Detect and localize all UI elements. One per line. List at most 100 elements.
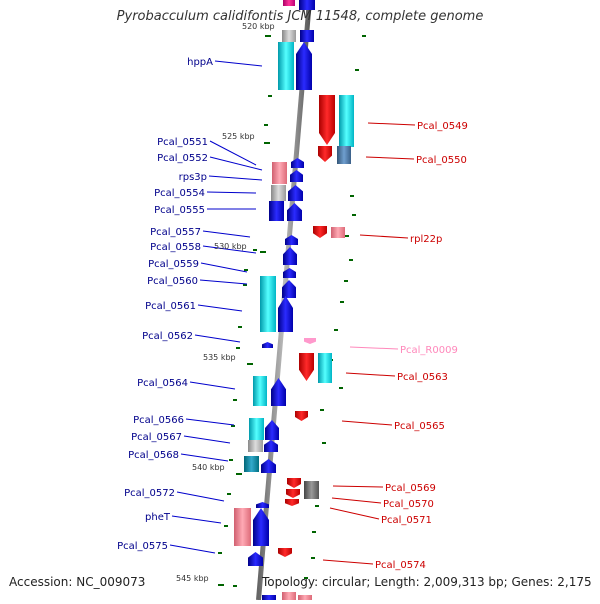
right-gene-label: Pcal_0574	[375, 560, 426, 571]
tick-dot	[236, 347, 240, 349]
pcal-0549-arrow	[319, 95, 335, 145]
tick-dot	[352, 214, 356, 216]
pcal-0563-arrow	[299, 353, 314, 381]
forward-gene-arrow	[282, 280, 296, 298]
ruler-label: 540 kbp	[192, 463, 225, 472]
rpl22p-arrow	[313, 226, 327, 238]
gene-block	[249, 418, 264, 440]
tick-dot	[243, 284, 247, 286]
tick-dot	[229, 459, 233, 461]
left-label-leader	[171, 515, 222, 524]
accession-text: Accession: NC_009073	[9, 575, 146, 589]
gene-block	[248, 440, 263, 452]
tick-dot	[238, 326, 242, 328]
reverse-gene-arrow	[286, 489, 300, 498]
tick-dot	[233, 399, 237, 401]
right-gene-label: Pcal_0570	[383, 499, 434, 510]
tick-dot	[345, 235, 349, 237]
tick-dot	[244, 269, 248, 271]
left-gene-label: Pcal_0560	[147, 276, 198, 287]
left-label-leader	[197, 304, 243, 312]
left-label-leader	[180, 453, 229, 462]
pcal-0550-block	[337, 146, 351, 164]
phet-arrow	[253, 508, 269, 546]
left-gene-label: hppA	[187, 57, 213, 68]
left-gene-label: Pcal_0557	[150, 227, 201, 238]
phet-cds	[234, 508, 251, 546]
left-label-leader	[169, 544, 216, 554]
left-gene-label: Pcal_0551	[157, 137, 208, 148]
left-label-leader	[194, 334, 241, 343]
left-gene-label: Pcal_0567	[131, 432, 182, 443]
right-label-leader	[349, 346, 399, 350]
right-label-leader	[329, 507, 380, 520]
tick-dot	[362, 35, 366, 37]
pcal-0549-cds	[339, 95, 354, 147]
left-label-leader	[209, 156, 263, 171]
ruler-label: 530 kbp	[214, 242, 247, 251]
left-label-leader	[189, 381, 236, 390]
gene-block	[262, 595, 276, 600]
gene-block	[283, 0, 295, 6]
tick-dot	[315, 505, 319, 507]
left-gene-label: Pcal_0572	[124, 488, 175, 499]
left-label-leader	[200, 262, 248, 273]
hppA-arrow	[296, 42, 312, 90]
right-label-leader	[365, 156, 415, 160]
left-label-leader	[202, 230, 251, 238]
right-label-leader	[332, 485, 384, 488]
reverse-gene-arrow	[287, 478, 301, 488]
ruler-tick	[218, 584, 224, 586]
left-gene-label: Pcal_0575	[117, 541, 168, 552]
tick-dot	[320, 409, 324, 411]
forward-gene-arrow	[271, 378, 286, 406]
gene-features	[234, 0, 354, 600]
tick-dot	[339, 387, 343, 389]
tick-dot	[268, 95, 272, 97]
gene-block	[282, 592, 296, 600]
left-gene-label: Pcal_0561	[145, 301, 196, 312]
ruler-label: 535 kbp	[203, 353, 236, 362]
gene-block	[318, 353, 332, 383]
left-label-leader	[206, 191, 257, 194]
gene-block	[269, 201, 284, 221]
forward-gene-arrow	[290, 170, 303, 182]
forward-gene-arrow	[265, 420, 279, 440]
tick-dot	[224, 525, 228, 527]
left-gene-label: Pcal_0552	[157, 153, 208, 164]
tick-dot	[227, 493, 231, 495]
forward-gene-arrow	[291, 158, 304, 168]
left-gene-label: Pcal_0566	[133, 415, 184, 426]
tick-dot	[322, 442, 326, 444]
tick-dot	[340, 301, 344, 303]
ruler-tick	[247, 363, 253, 365]
left-label-leader	[202, 245, 257, 254]
left-gene-label: Pcal_0559	[148, 259, 199, 270]
right-gene-label: Pcal_0565	[394, 421, 445, 432]
right-label-leader	[331, 497, 382, 504]
forward-gene-arrow	[285, 235, 298, 245]
left-label-leader	[209, 140, 257, 166]
gene-block	[253, 376, 267, 406]
right-label-leader	[345, 372, 396, 377]
left-gene-label: Pcal_0568	[128, 450, 179, 461]
left-gene-label: rps3p	[179, 172, 207, 183]
pcal-0575-arrow	[248, 552, 263, 566]
right-gene-label: rpl22p	[410, 234, 442, 245]
left-gene-label: Pcal_0562	[142, 331, 193, 342]
forward-gene-arrow	[283, 247, 297, 265]
forward-gene-arrow	[264, 440, 278, 452]
tick-dot	[311, 557, 315, 559]
pcal-0574-arrow	[278, 548, 292, 557]
left-gene-label: Pcal_0554	[154, 188, 205, 199]
tick-dot	[312, 531, 316, 533]
right-gene-label: Pcal_0569	[385, 483, 436, 494]
left-gene-label: Pcal_0564	[137, 378, 188, 389]
ruler-label: 525 kbp	[222, 132, 255, 141]
right-gene-label: Pcal_0549	[417, 121, 468, 132]
pcal-r0009-rna	[304, 338, 316, 344]
pcal-0565-arrow	[295, 411, 308, 421]
forward-gene-arrow	[262, 342, 273, 348]
